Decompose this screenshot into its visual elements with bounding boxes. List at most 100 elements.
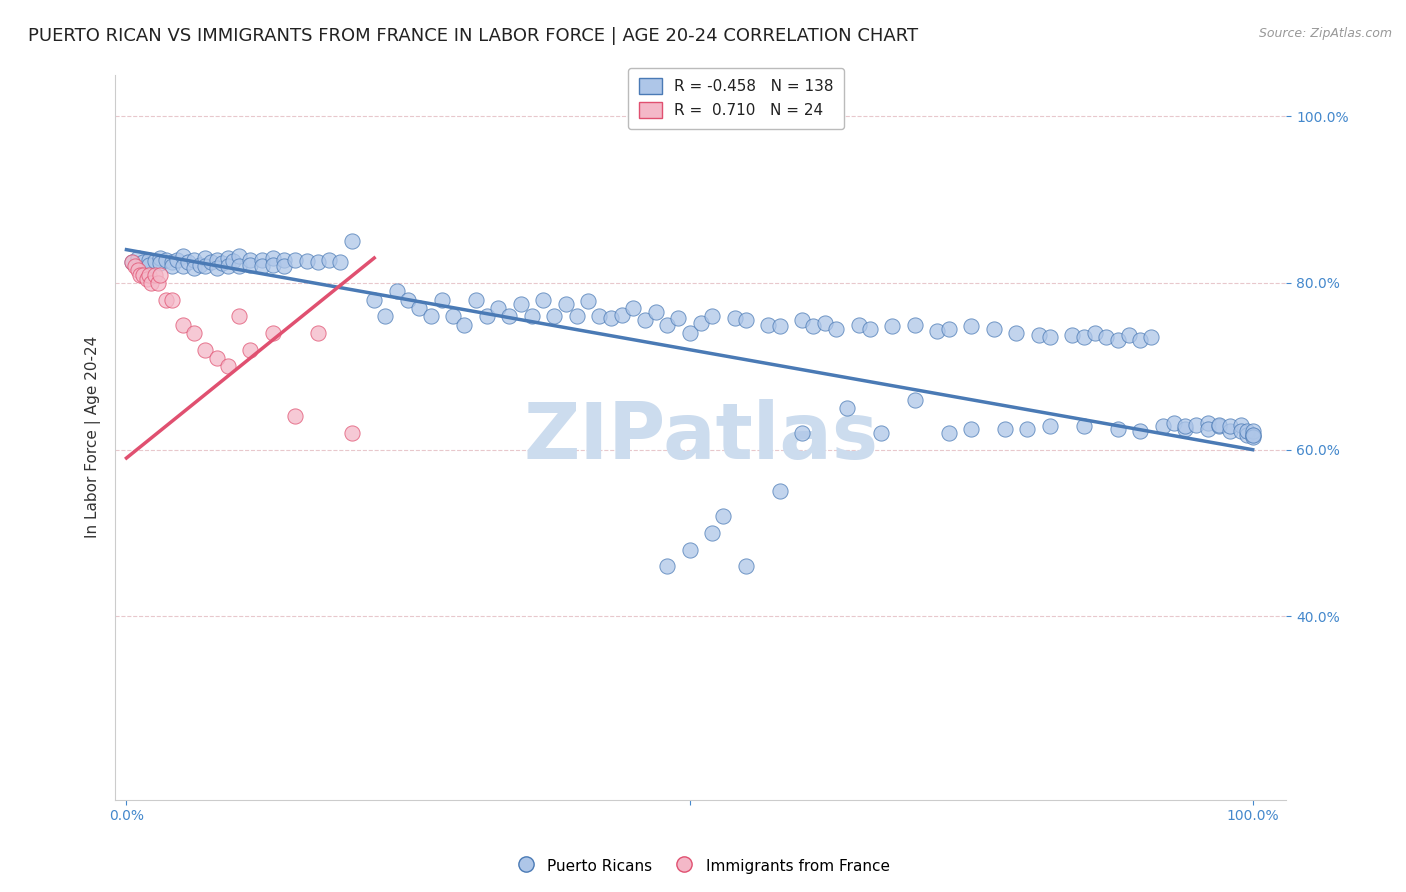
Point — [172, 249, 194, 263]
Point — [1028, 327, 1050, 342]
Point — [141, 276, 163, 290]
Point — [509, 297, 531, 311]
Point — [700, 526, 723, 541]
Point — [177, 255, 200, 269]
Point — [143, 254, 166, 268]
Point — [396, 293, 419, 307]
Point — [655, 318, 678, 332]
Point — [273, 252, 295, 267]
Point — [127, 251, 149, 265]
Point — [1118, 327, 1140, 342]
Point — [633, 313, 655, 327]
Point — [1174, 422, 1197, 436]
Point — [734, 559, 756, 574]
Point — [938, 322, 960, 336]
Point — [135, 272, 157, 286]
Point — [927, 324, 949, 338]
Point — [1140, 330, 1163, 344]
Point — [273, 260, 295, 274]
Point — [250, 252, 273, 267]
Point — [155, 293, 177, 307]
Point — [1236, 427, 1258, 442]
Point — [307, 255, 329, 269]
Point — [1129, 333, 1152, 347]
Point — [129, 268, 152, 282]
Point — [1197, 416, 1219, 430]
Point — [205, 260, 228, 275]
Point — [340, 425, 363, 440]
Point — [194, 343, 217, 357]
Point — [520, 310, 543, 324]
Point — [453, 318, 475, 332]
Legend: Puerto Ricans, Immigrants from France: Puerto Ricans, Immigrants from France — [510, 852, 896, 880]
Point — [1129, 424, 1152, 438]
Point — [250, 260, 273, 274]
Point — [284, 409, 307, 424]
Point — [711, 509, 734, 524]
Point — [758, 318, 780, 332]
Point — [1230, 425, 1253, 439]
Point — [194, 251, 217, 265]
Legend: R = -0.458   N = 138, R =  0.710   N = 24: R = -0.458 N = 138, R = 0.710 N = 24 — [628, 68, 844, 128]
Point — [149, 268, 172, 282]
Point — [121, 255, 143, 269]
Point — [464, 293, 486, 307]
Point — [149, 251, 172, 265]
Point — [1219, 419, 1241, 434]
Point — [678, 542, 700, 557]
Point — [576, 294, 599, 309]
Point — [678, 326, 700, 340]
Point — [486, 301, 509, 315]
Point — [318, 252, 340, 267]
Point — [1039, 419, 1062, 434]
Point — [543, 310, 565, 324]
Point — [200, 255, 222, 269]
Point — [166, 253, 188, 268]
Point — [1197, 422, 1219, 436]
Point — [610, 308, 633, 322]
Point — [441, 310, 464, 324]
Point — [419, 310, 441, 324]
Point — [1107, 333, 1129, 347]
Point — [172, 260, 194, 274]
Point — [138, 268, 160, 282]
Point — [1062, 327, 1084, 342]
Point — [295, 254, 318, 268]
Point — [960, 319, 983, 334]
Point — [769, 319, 792, 334]
Point — [882, 319, 904, 334]
Point — [155, 252, 177, 267]
Point — [1039, 330, 1062, 344]
Point — [138, 258, 160, 272]
Point — [621, 301, 644, 315]
Point — [599, 311, 621, 326]
Point — [217, 359, 239, 374]
Point — [239, 252, 262, 267]
Point — [1230, 417, 1253, 432]
Point — [217, 251, 239, 265]
Point — [307, 326, 329, 340]
Point — [1241, 427, 1264, 442]
Point — [1208, 417, 1230, 432]
Point — [132, 255, 155, 269]
Point — [262, 326, 284, 340]
Point — [1017, 422, 1039, 436]
Point — [700, 310, 723, 324]
Point — [837, 401, 859, 415]
Point — [904, 318, 927, 332]
Point — [1107, 422, 1129, 436]
Point — [222, 254, 245, 268]
Point — [239, 343, 262, 357]
Point — [655, 559, 678, 574]
Point — [124, 260, 146, 274]
Point — [644, 305, 666, 319]
Point — [1236, 425, 1258, 439]
Point — [146, 276, 169, 290]
Point — [1152, 419, 1174, 434]
Point — [1073, 330, 1095, 344]
Point — [160, 293, 183, 307]
Point — [666, 311, 689, 326]
Point — [127, 263, 149, 277]
Point — [172, 318, 194, 332]
Point — [1005, 326, 1028, 340]
